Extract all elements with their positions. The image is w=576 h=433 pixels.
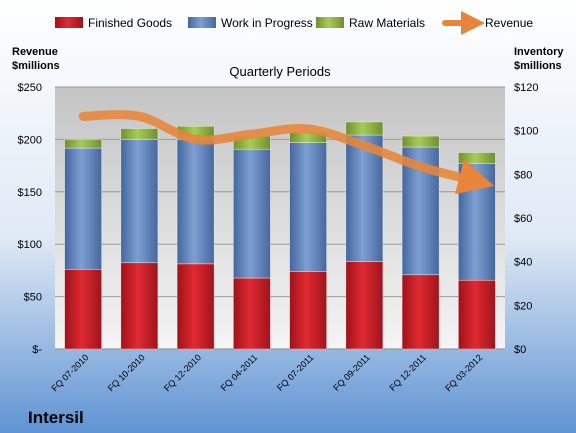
- y-left-label-line1: Revenue: [12, 46, 58, 58]
- legend-swatch: [188, 17, 216, 28]
- y-right-tick-label: $80: [514, 169, 532, 181]
- y-left-tick-label: $50: [24, 292, 42, 304]
- bar-work-in-progress: [233, 148, 271, 279]
- bar-raw-materials: [120, 128, 159, 140]
- revenue-line: [78, 110, 495, 195]
- bar-finished-goods: [233, 277, 271, 350]
- bar-finished-goods: [458, 279, 496, 350]
- y-right-tick-label: $60: [514, 213, 532, 225]
- bar-work-in-progress: [176, 139, 215, 265]
- y-left-tick-label: $-: [32, 344, 42, 356]
- bar-finished-goods: [64, 269, 102, 350]
- bar-work-in-progress: [120, 139, 159, 264]
- bar-finished-goods: [401, 274, 440, 350]
- y-left-tick-label: $250: [18, 82, 42, 94]
- bar-finished-goods: [289, 271, 327, 350]
- legend-swatch: [316, 17, 344, 28]
- y-right-tick-label: $0: [514, 344, 526, 356]
- y-left-ticks: $- $50 $100 $150 $200 $250: [18, 82, 43, 356]
- brand-label: Intersil: [28, 408, 84, 427]
- bar-finished-goods: [176, 263, 215, 350]
- bar-raw-materials: [401, 135, 440, 148]
- bars: [64, 121, 496, 350]
- bar-raw-materials: [64, 139, 102, 149]
- revenue-series: [78, 110, 495, 195]
- y-right-tick-label: $40: [514, 257, 532, 269]
- y-right-tick-label: $100: [514, 126, 538, 138]
- legend-label: Revenue: [485, 16, 533, 30]
- bar-finished-goods: [120, 262, 159, 350]
- bar-work-in-progress: [64, 147, 102, 270]
- legend-label: Work in Progress: [221, 16, 313, 30]
- bar-work-in-progress: [289, 142, 327, 272]
- legend: Finished Goods Work in Progress Raw Materi…: [55, 11, 533, 35]
- y-left-label-line2: $millions: [12, 60, 60, 72]
- y-left-tick-label: $100: [18, 239, 42, 251]
- y-right-tick-label: $20: [514, 300, 532, 312]
- y-right-ticks: $0 $20 $40 $60 $80 $100 $120: [514, 82, 538, 356]
- y-left-tick-label: $150: [18, 187, 42, 199]
- bar-finished-goods: [345, 261, 384, 350]
- y-right-label-line2: $millions: [514, 60, 562, 72]
- bar-raw-materials: [345, 121, 384, 136]
- bar-raw-materials: [458, 152, 496, 164]
- y-left-tick-label: $200: [18, 134, 42, 146]
- bar-work-in-progress: [345, 134, 384, 262]
- y-right-label-line1: Inventory: [514, 46, 564, 58]
- legend-label: Finished Goods: [88, 16, 172, 30]
- legend-swatch: [55, 17, 83, 28]
- chart-title: Quarterly Periods: [229, 64, 331, 79]
- y-right-tick-label: $120: [514, 82, 538, 94]
- legend-label: Raw Materials: [349, 16, 425, 30]
